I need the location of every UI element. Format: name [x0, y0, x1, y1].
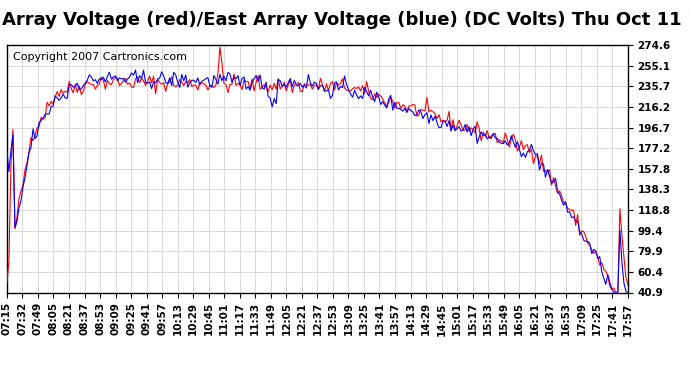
Text: Copyright 2007 Cartronics.com: Copyright 2007 Cartronics.com: [13, 53, 187, 62]
Text: West Array Voltage (red)/East Array Voltage (blue) (DC Volts) Thu Oct 11 17:59: West Array Voltage (red)/East Array Volt…: [0, 11, 690, 29]
